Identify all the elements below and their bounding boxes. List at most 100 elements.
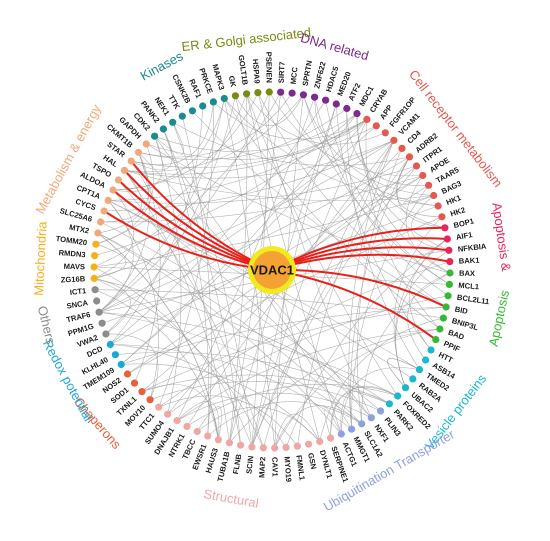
gene-node-csnk2b[interactable]	[188, 107, 196, 115]
gene-node-bag3[interactable]	[430, 191, 438, 200]
gene-node-ttc1[interactable]	[155, 403, 163, 411]
gene-node-flnb[interactable]	[237, 441, 245, 449]
gene-node-foxred2[interactable]	[394, 392, 402, 400]
gene-node-mapk3[interactable]	[220, 94, 228, 103]
gene-label: AIF1	[455, 230, 474, 242]
gene-node-actg1[interactable]	[337, 430, 345, 438]
gene-node-med20[interactable]	[332, 100, 340, 108]
gene-node-park2[interactable]	[385, 400, 393, 408]
gene-node-sprtn[interactable]	[299, 91, 307, 99]
gene-node-ttk[interactable]	[178, 112, 186, 120]
gene-node-ppif[interactable]	[432, 336, 440, 344]
gene-node-sirt7[interactable]	[277, 88, 285, 96]
gene-node-cav1[interactable]	[271, 444, 279, 452]
gene-node-nos2[interactable]	[123, 370, 132, 378]
gene-node-aif1[interactable]	[443, 235, 451, 243]
gene-node-tuba1b[interactable]	[225, 439, 233, 447]
gene-node-bak1[interactable]	[446, 258, 454, 266]
gene-node-star[interactable]	[127, 157, 135, 165]
gene-node-scin[interactable]	[248, 443, 256, 451]
gene-node-mavs[interactable]	[90, 263, 98, 271]
gene-node-slc1a2[interactable]	[358, 420, 366, 428]
gene-node-hk2[interactable]	[438, 213, 446, 221]
gene-node-bid[interactable]	[442, 303, 450, 311]
gene-node-asb14[interactable]	[422, 356, 430, 364]
gene-node-tmem109[interactable]	[117, 360, 125, 369]
gene-node-vcam1[interactable]	[390, 136, 398, 144]
gene-node-mcc[interactable]	[288, 89, 296, 97]
gene-node-bcl2l11[interactable]	[444, 292, 452, 300]
gene-node-bax[interactable]	[446, 269, 454, 277]
gene-node-ppm1g[interactable]	[98, 319, 106, 327]
gene-node-atf2[interactable]	[343, 104, 351, 113]
gene-node-hspa9[interactable]	[254, 89, 262, 97]
gene-node-zg16b[interactable]	[90, 274, 98, 282]
gene-node-cryab[interactable]	[363, 115, 371, 123]
gene-node-raf1[interactable]	[199, 102, 207, 110]
gene-node-bnip3l[interactable]	[439, 314, 447, 322]
gene-node-taar5[interactable]	[425, 181, 433, 189]
gene-node-prkce[interactable]	[209, 98, 217, 106]
gene-node-traf6[interactable]	[95, 308, 103, 316]
gene-node-snca[interactable]	[93, 297, 101, 305]
gene-node-dynlt1[interactable]	[316, 437, 324, 446]
gene-node-sod1[interactable]	[130, 379, 139, 387]
gene-node-cpt1a[interactable]	[104, 196, 112, 204]
gene-node-serpine1[interactable]	[327, 434, 335, 442]
gene-node-myo19[interactable]	[282, 443, 290, 451]
gene-node-cd4[interactable]	[398, 144, 406, 152]
gene-node-bop1[interactable]	[441, 224, 449, 232]
gene-node-adrb2[interactable]	[405, 153, 414, 161]
gene-node-bad[interactable]	[436, 325, 444, 333]
gene-node-ict1[interactable]	[91, 286, 99, 294]
hub-node[interactable]: VDAC1	[248, 246, 296, 294]
gene-node-hal[interactable]	[120, 166, 129, 174]
gene-node-mtx2[interactable]	[94, 229, 102, 237]
gene-node-ewsr1[interactable]	[204, 432, 212, 440]
gene-node-tspo[interactable]	[114, 176, 122, 184]
gene-node-plin3[interactable]	[377, 407, 385, 415]
gene-node-apoe[interactable]	[419, 171, 427, 180]
gene-node-nxf1[interactable]	[367, 414, 375, 422]
gene-node-dnajb1[interactable]	[173, 417, 181, 425]
gene-node-znf622[interactable]	[311, 93, 319, 101]
gene-node-mov10[interactable]	[146, 396, 154, 404]
gene-node-map2[interactable]	[259, 444, 267, 452]
gene-node-rab2a[interactable]	[409, 375, 417, 383]
gene-node-ntrk1[interactable]	[183, 422, 191, 430]
gene-node-mdc1[interactable]	[353, 110, 361, 118]
gene-node-klhl40[interactable]	[111, 351, 119, 359]
gene-node-hk1[interactable]	[434, 202, 442, 210]
gene-node-txnl1[interactable]	[138, 388, 146, 396]
gene-node-mmgt1[interactable]	[348, 425, 356, 433]
gene-node-psenen[interactable]	[265, 88, 273, 96]
gene-node-rmdn3[interactable]	[91, 252, 99, 260]
gene-node-app[interactable]	[372, 122, 380, 130]
gene-node-nek1[interactable]	[169, 118, 177, 126]
gene-node-gapdh[interactable]	[142, 140, 150, 148]
gene-node-gsn[interactable]	[305, 440, 313, 448]
gene-node-mcl1[interactable]	[445, 280, 453, 288]
gene-node-fmnl1[interactable]	[293, 442, 301, 450]
gene-node-tmed2[interactable]	[415, 366, 424, 374]
gene-node-cdk2[interactable]	[151, 132, 159, 140]
gene-node-slc25a6[interactable]	[97, 218, 105, 226]
gene-node-nfkbia[interactable]	[445, 246, 453, 254]
gene-node-dcd[interactable]	[106, 340, 114, 349]
gene-node-golt1b[interactable]	[243, 90, 251, 98]
gene-node-aldoa[interactable]	[109, 186, 117, 194]
gene-node-ubac2[interactable]	[401, 384, 410, 392]
gene-node-htt[interactable]	[427, 346, 435, 354]
gene-node-itpr1[interactable]	[412, 162, 421, 170]
gene-node-fgfr1op[interactable]	[381, 129, 389, 137]
gene-node-tomm20[interactable]	[92, 240, 100, 248]
gene-node-pank2[interactable]	[159, 125, 167, 133]
gene-node-sumo4[interactable]	[164, 410, 172, 418]
gene-node-cycs[interactable]	[100, 207, 108, 215]
gene-node-vwa2[interactable]	[102, 330, 110, 338]
gene-node-haus3[interactable]	[214, 436, 222, 444]
gene-node-hdac5[interactable]	[322, 96, 330, 104]
gene-node-ckmt1b[interactable]	[134, 148, 143, 156]
gene-node-gk[interactable]	[231, 92, 239, 100]
gene-node-tbcc[interactable]	[193, 427, 201, 436]
